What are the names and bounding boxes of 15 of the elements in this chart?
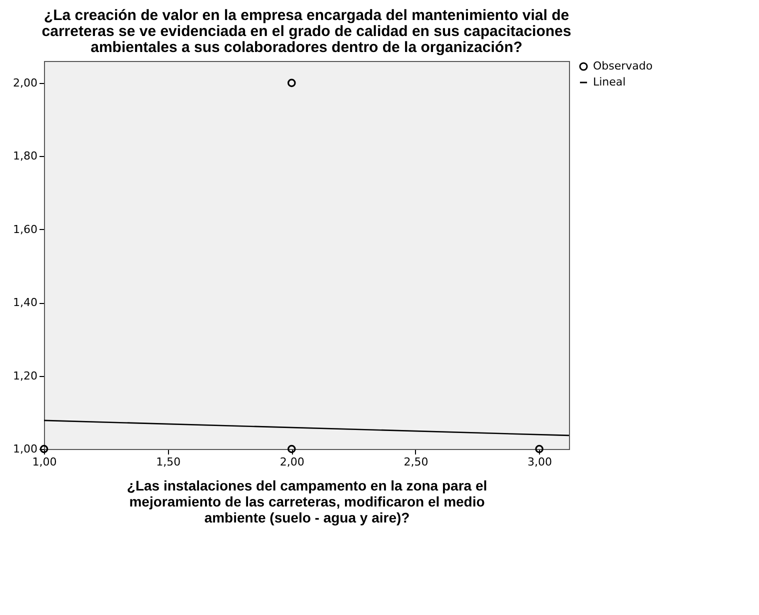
x-tick-label: 1,00 bbox=[32, 456, 57, 468]
legend-label: Lineal bbox=[593, 76, 626, 88]
legend-label: Observado bbox=[593, 60, 653, 72]
y-tick-label: 1,60 bbox=[13, 222, 38, 236]
x-tick-label: 2,50 bbox=[404, 456, 428, 468]
x-tick-label: 2,00 bbox=[280, 456, 304, 468]
x-tick-label: 3,00 bbox=[528, 456, 552, 468]
y-tick-label: 1,40 bbox=[13, 296, 38, 310]
chart-title: ¿La creación de valor en la empresa encargada del mantenimiento vial de carreteras se ve evidenciada en el grado de calidad en sus capacitaciones ambientales a sus colaboradores dentro de la organización? bbox=[42, 7, 572, 56]
x-tick-label: 1,50 bbox=[156, 456, 181, 468]
y-tick-label: 2,00 bbox=[13, 76, 38, 90]
y-tick-label: 1,80 bbox=[13, 150, 38, 163]
y-tick-label: 1,20 bbox=[13, 369, 38, 382]
y-tick-label: 1,00 bbox=[13, 442, 38, 456]
x-axis-title: ¿Las instalaciones del campamento en la zona para el mejoramiento de las carreteras, modificaron el medio ambiente (suelo - agua y aire)? bbox=[126, 478, 488, 526]
